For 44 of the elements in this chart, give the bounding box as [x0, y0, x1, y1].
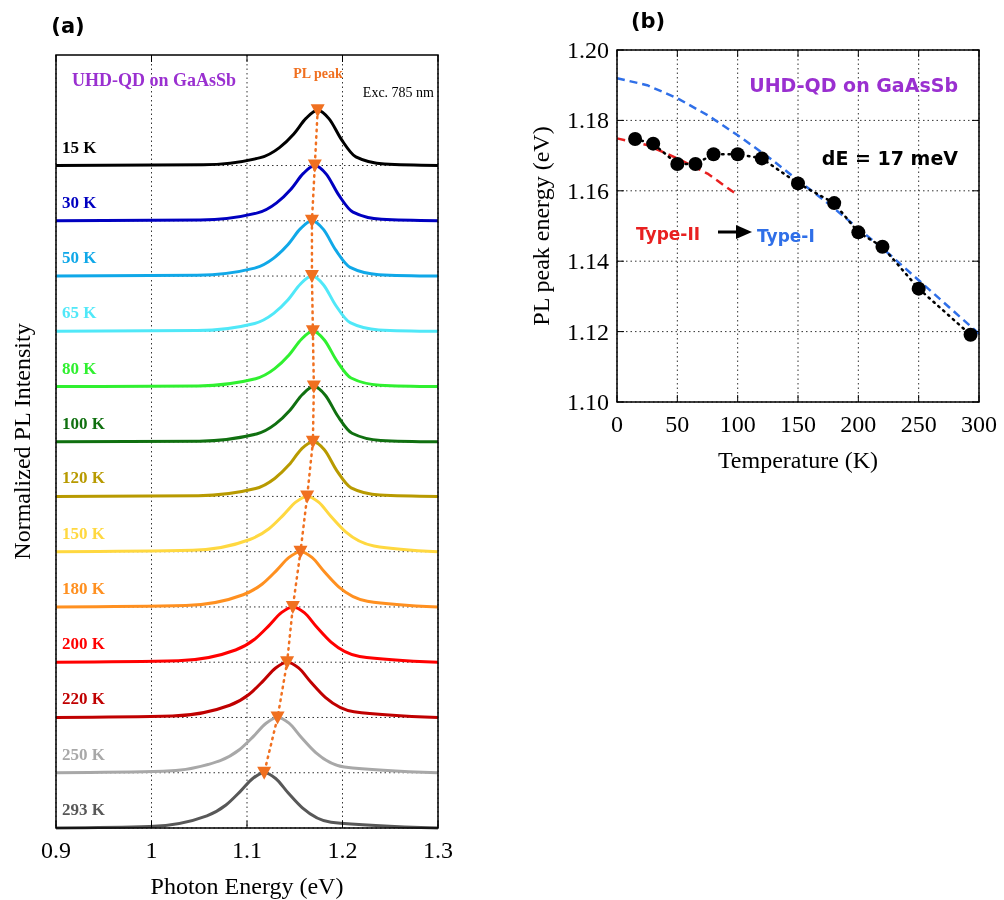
- x-tick-label: 300: [961, 411, 997, 437]
- series-label: 220 K: [62, 689, 106, 709]
- x-tick-label: 0.9: [41, 837, 71, 863]
- y-tick-label: 1.20: [567, 37, 609, 63]
- series-label: 180 K: [62, 578, 106, 598]
- x-tick-label: 1: [145, 837, 158, 863]
- series-label: 250 K: [62, 744, 106, 764]
- y-tick-label: 1.10: [567, 389, 609, 415]
- annotation: UHD-QD on GaAsSb: [749, 74, 958, 96]
- y-tick-label: 1.16: [567, 177, 609, 204]
- x-tick-label: 1.2: [327, 837, 358, 863]
- series-label: 100 K: [62, 413, 106, 433]
- y-tick-label: 1.14: [567, 248, 609, 275]
- annotation: Type-I: [757, 226, 815, 246]
- series-label: 50 K: [62, 248, 98, 268]
- text: UHD-QD on GaAsSb: [72, 70, 237, 90]
- y-axis-title: PL peak energy (eV): [527, 126, 554, 326]
- text: PL peak: [293, 66, 343, 81]
- series-label: 80 K: [62, 358, 98, 378]
- series-label: 200 K: [62, 634, 106, 654]
- x-tick-label: 50: [665, 411, 690, 437]
- x-tick-label: 0: [611, 411, 623, 437]
- x-tick-label: 250: [900, 411, 937, 437]
- text: Exc. 785 nm: [362, 85, 435, 100]
- series-label: 65 K: [62, 303, 98, 323]
- series-label: 120 K: [62, 468, 106, 488]
- x-tick-label: 200: [840, 411, 877, 437]
- y-tick-label: 1.18: [567, 107, 609, 134]
- x-tick-label: 1.3: [423, 837, 453, 863]
- x-tick-label: 1.1: [232, 837, 262, 863]
- annotation: dE = 17 meV: [821, 147, 959, 169]
- chart-title: (a): [51, 14, 85, 38]
- x-tick-label: 150: [780, 411, 816, 437]
- chart-title: (b): [630, 9, 666, 33]
- x-axis-title: Photon Energy (eV): [150, 873, 344, 899]
- x-axis-title: Temperature (K): [717, 447, 879, 473]
- y-tick-label: 1.12: [567, 318, 609, 345]
- annotation: Type-II: [636, 224, 701, 244]
- series-label: 15 K: [62, 137, 98, 157]
- x-tick-label: 100: [719, 411, 756, 437]
- series-label: 293 K: [62, 800, 106, 819]
- series-label: 30 K: [62, 192, 98, 212]
- series-label: 150 K: [62, 523, 106, 543]
- y-axis-title: Normalized PL Intensity: [8, 323, 35, 560]
